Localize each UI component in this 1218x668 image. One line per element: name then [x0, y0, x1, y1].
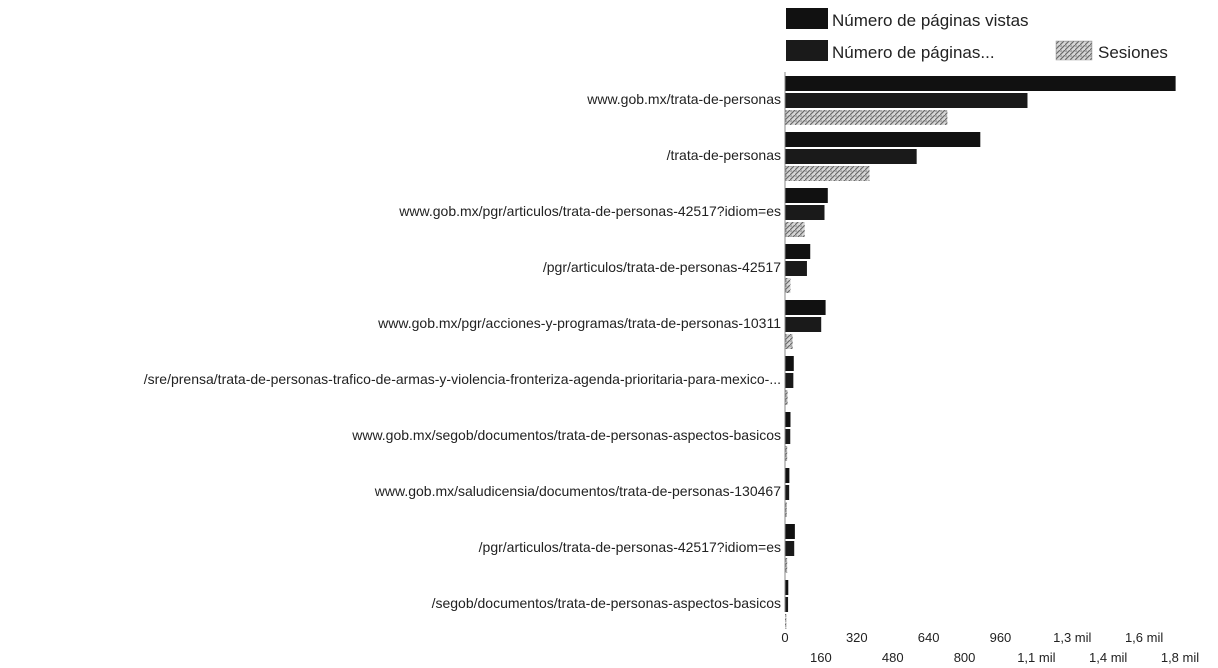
x-tick-label: 640 [918, 630, 940, 645]
bar-series-3 [785, 446, 788, 461]
bar-series-2 [785, 149, 917, 164]
legend-label-paginas-vistas: Número de páginas vistas [832, 11, 1029, 30]
bar-series-2 [785, 429, 791, 444]
x-tick-label: 0 [781, 630, 788, 645]
bar-series-1 [785, 132, 981, 147]
x-tick-label: 1,3 mil [1053, 630, 1091, 645]
category-label: www.gob.mx/pgr/acciones-y-programas/trat… [377, 315, 781, 331]
bar-series-1 [785, 412, 791, 427]
category-label: www.gob.mx/segob/documentos/trata-de-per… [351, 427, 781, 443]
legend-item-paginas-vistas: Número de páginas vistas [786, 8, 1029, 30]
bar-series-3 [785, 614, 787, 629]
category-label: /pgr/articulos/trata-de-personas-42517 [543, 259, 781, 275]
bar-series-1 [785, 244, 811, 259]
bar-series-1 [785, 76, 1176, 91]
x-tick-label: 1,6 mil [1125, 630, 1163, 645]
bar-series-2 [785, 205, 825, 220]
bar-series-3 [785, 334, 793, 349]
legend-item-sesiones: Sesiones [1055, 40, 1168, 62]
category-label: /pgr/articulos/trata-de-personas-42517?i… [479, 539, 781, 555]
category-label: www.gob.mx/saludicensia/documentos/trata… [374, 483, 781, 499]
category-label: www.gob.mx/pgr/articulos/trata-de-person… [398, 203, 781, 219]
category-label: /sre/prensa/trata-de-personas-trafico-de… [144, 371, 781, 387]
bar-series-1 [785, 580, 789, 595]
bar-series-3 [785, 166, 870, 181]
bar-series-2 [785, 485, 790, 500]
legend-label-paginas: Número de páginas... [832, 43, 995, 62]
bar-series-1 [785, 524, 795, 539]
category-label: www.gob.mx/trata-de-personas [586, 91, 781, 107]
bar-series-3 [785, 558, 788, 573]
x-tick-label: 800 [954, 650, 976, 665]
bar-series-2 [785, 261, 807, 276]
legend-label-sesiones: Sesiones [1098, 43, 1168, 62]
bar-series-3 [785, 110, 948, 125]
x-tick-label: 480 [882, 650, 904, 665]
category-label: /segob/documentos/trata-de-personas-aspe… [432, 595, 781, 611]
x-tick-label: 1,8 mil [1161, 650, 1199, 665]
x-tick-label: 960 [990, 630, 1012, 645]
legend-swatch-sesiones [1055, 40, 1093, 61]
bar-series-1 [785, 468, 790, 483]
bar-series-3 [785, 278, 791, 293]
legend-swatch-paginas [786, 40, 828, 61]
bar-series-2 [785, 93, 1028, 108]
legend-item-paginas: Número de páginas... [786, 40, 995, 62]
bar-series-3 [785, 222, 805, 237]
bar-series-3 [785, 390, 788, 405]
x-tick-label: 1,1 mil [1017, 650, 1055, 665]
bar-series-2 [785, 373, 794, 388]
category-label: /trata-de-personas [667, 147, 781, 163]
chart-legend: Número de páginas vistas Número de págin… [786, 8, 1168, 62]
bar-series-1 [785, 300, 826, 315]
bar-series-3 [785, 502, 787, 517]
category-labels: www.gob.mx/trata-de-personas/trata-de-pe… [144, 91, 781, 611]
bar-series-2 [785, 317, 822, 332]
bar-series-1 [785, 356, 794, 371]
bar-series-1 [785, 188, 828, 203]
x-tick-label: 160 [810, 650, 832, 665]
bars [785, 76, 1176, 629]
x-tick-label: 320 [846, 630, 868, 645]
x-tick-label: 1,4 mil [1089, 650, 1127, 665]
x-axis-ticks: 0 160 320 480 640 800 960 1,1 mil 1,3 mil 1,4 mil… [781, 630, 1199, 665]
bar-series-2 [785, 597, 789, 612]
legend-swatch-paginas-vistas [786, 8, 828, 29]
bar-series-2 [785, 541, 795, 556]
